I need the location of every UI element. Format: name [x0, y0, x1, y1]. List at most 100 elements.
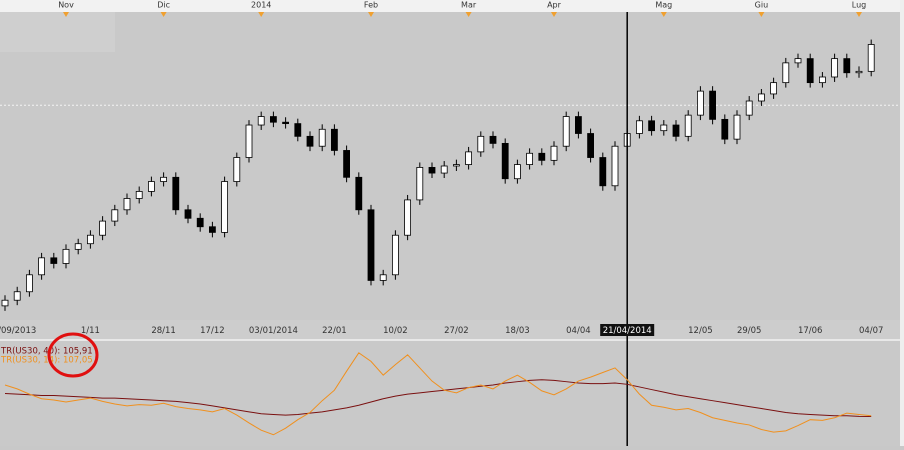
date-axis: [0, 320, 904, 340]
candle-body: [745, 100, 753, 116]
top-tick-marker: [63, 12, 69, 17]
x-tick-label: /09/2013: [0, 326, 36, 336]
candle-body: [550, 145, 558, 161]
candle-body: [294, 123, 302, 137]
candle-body: [160, 176, 168, 182]
top-tick-marker: [551, 12, 557, 17]
candle-body: [538, 152, 546, 161]
top-tick-label: Nov: [58, 1, 74, 10]
x-tick-label: 18/03: [505, 326, 530, 336]
candle-body: [648, 120, 655, 132]
top-tick-marker: [160, 12, 167, 17]
candle-body: [233, 157, 241, 182]
x-tick-label: 12/05: [688, 326, 713, 336]
candle-body: [526, 152, 533, 165]
legend-entry: TR(US30, 40): 105,91: [0, 347, 93, 357]
candle-body: [367, 209, 375, 281]
candle-body: [806, 58, 814, 84]
candle-body: [477, 135, 485, 153]
candle-body: [123, 198, 131, 211]
candle-body: [135, 191, 143, 199]
candle-body: [660, 124, 668, 132]
top-tick-label: Mag: [655, 1, 672, 10]
candle-body: [50, 257, 58, 264]
x-tick-label: 03/01/2014: [249, 326, 298, 336]
right-edge: [900, 0, 904, 446]
indicator-line: [4, 352, 872, 436]
x-tick-label: 29/05: [737, 326, 762, 336]
candle-body: [428, 167, 436, 174]
top-tick-label: 2014: [251, 1, 271, 10]
candle-body: [318, 128, 326, 147]
candle-body: [672, 124, 680, 137]
candle-body: [1, 299, 9, 307]
candle-body: [74, 243, 82, 250]
top-tick-marker: [856, 12, 862, 17]
x-tick-label: 22/01: [322, 326, 347, 336]
candle-body: [391, 234, 399, 276]
candle-body: [257, 116, 265, 126]
x-tick-label: 1/11: [81, 326, 100, 336]
candle-body: [25, 274, 33, 293]
candle-body: [87, 234, 94, 245]
candle-body: [587, 133, 594, 158]
top-tick-label: Giu: [755, 1, 769, 10]
candle-body: [843, 58, 851, 74]
top-tick-label: Apr: [547, 1, 562, 10]
candle-body: [13, 291, 21, 301]
candle-body: [709, 90, 716, 120]
candle-body: [245, 124, 253, 158]
candle-body: [306, 135, 314, 147]
top-tick-label: Dic: [157, 1, 170, 10]
x-tick-label: 10/02: [383, 326, 408, 336]
top-tick-marker: [258, 12, 265, 17]
candle-body: [355, 176, 363, 211]
top-bar: [0, 0, 904, 12]
candle-body: [330, 128, 338, 151]
candle-body: [452, 164, 460, 167]
candle-body: [611, 145, 619, 187]
top-tick-marker: [660, 12, 667, 17]
candle-body: [514, 164, 521, 180]
candle-body: [782, 62, 790, 84]
candle-body: [269, 116, 277, 123]
top-tick-label: Mar: [461, 1, 477, 10]
candle-body: [819, 76, 826, 84]
candle-body: [684, 114, 692, 137]
candle-body: [416, 167, 424, 201]
candle-body: [221, 181, 229, 233]
candle-body: [111, 209, 119, 222]
candle-body: [562, 116, 570, 147]
candle-body: [831, 58, 838, 78]
x-tick-label: 04/04: [566, 326, 591, 336]
top-tick-marker: [465, 12, 472, 17]
candle-body: [599, 157, 607, 187]
candle-body: [208, 226, 216, 233]
candle-body: [184, 209, 192, 219]
x-tick-label: 27/02: [444, 326, 469, 336]
candle-body: [855, 70, 863, 74]
candle-body: [501, 142, 509, 180]
candle-body: [733, 114, 741, 140]
x-tick-label: 04/07: [859, 326, 884, 336]
candle-body: [172, 176, 180, 211]
candle-body: [575, 116, 582, 134]
candle-body: [38, 257, 45, 276]
top-tick-label: Feb: [364, 1, 378, 10]
candle-body: [343, 150, 351, 178]
candle-body: [758, 93, 765, 102]
candle-body: [379, 274, 387, 281]
candle-body: [196, 217, 204, 228]
candle-body: [489, 135, 497, 144]
top-tick-marker: [758, 12, 765, 17]
candle-body: [794, 58, 802, 64]
indicator-panel: [0, 341, 904, 446]
x-tick-label: 28/11: [151, 326, 176, 336]
legend-entry: TR(US30, 14): 107,05: [0, 356, 93, 366]
cursor-label-bg: [600, 324, 655, 336]
x-tick-label: 17/06: [798, 326, 823, 336]
top-tick-label: Lug: [852, 1, 866, 10]
panel-corner: [0, 12, 115, 52]
candle-body: [62, 248, 70, 264]
